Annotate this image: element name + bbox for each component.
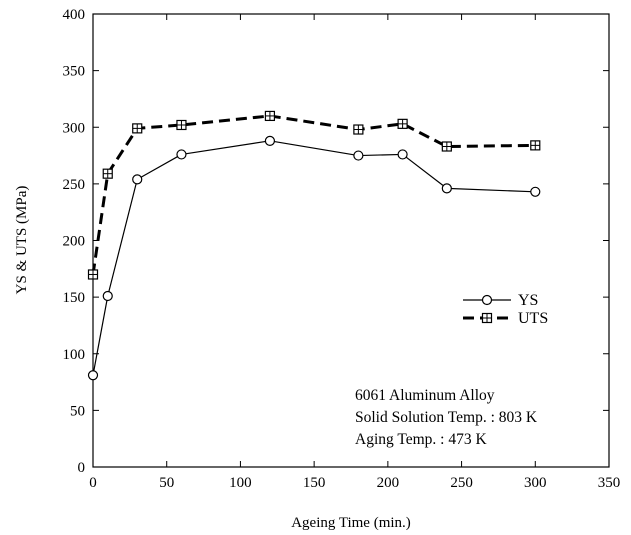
data-point-uts	[353, 124, 364, 135]
data-point-ys	[441, 183, 452, 194]
x-tick-label: 300	[524, 475, 547, 491]
data-point-ys	[353, 150, 364, 161]
x-tick-label: 250	[450, 475, 473, 491]
y-tick-label: 50	[70, 403, 85, 419]
data-point-ys	[132, 174, 143, 185]
x-axis-title: Ageing Time (min.)	[291, 515, 411, 531]
legend-marker-uts	[481, 312, 493, 324]
y-tick-label: 200	[63, 234, 86, 250]
annotation-line-3: Aging Temp. : 473 K	[355, 431, 487, 448]
y-tick-label: 350	[63, 64, 86, 80]
y-tick-label: 300	[63, 120, 86, 136]
y-tick-label: 0	[78, 460, 86, 476]
data-point-ys	[102, 290, 113, 302]
annotation-box: 6061 Aluminum Alloy Solid Solution Temp.…	[355, 387, 538, 448]
y-tick-label: 250	[63, 177, 86, 193]
data-point-uts	[441, 141, 452, 152]
data-point-ys	[264, 135, 276, 146]
data-point-ys	[397, 149, 408, 160]
axis-ticks: 0 50 100 150 200 250 300 350 0 50 100 150 200 250 300 3…	[63, 7, 621, 491]
data-point-uts	[102, 168, 113, 179]
data-point-ys	[530, 186, 541, 197]
x-tick-label: 0	[89, 475, 97, 491]
x-tick-label: 200	[377, 475, 400, 491]
y-axis-title: YS & UTS (MPa)	[14, 186, 30, 295]
legend-label-ys: YS	[518, 292, 538, 309]
data-point-uts	[264, 110, 276, 122]
data-point-ys	[176, 149, 187, 160]
series-line-uts	[91, 114, 536, 275]
x-tick-label: 350	[598, 475, 621, 491]
data-point-uts	[87, 269, 99, 280]
series-uts	[87, 110, 541, 280]
series-line-ys	[92, 140, 536, 376]
annotation-line-1: 6061 Aluminum Alloy	[355, 387, 495, 404]
data-point-uts	[530, 140, 541, 151]
data-point-uts	[176, 119, 187, 131]
x-tick-label: 50	[159, 475, 174, 491]
x-tick-label: 150	[303, 475, 326, 491]
data-point-uts	[132, 123, 143, 134]
data-point-uts	[397, 118, 408, 129]
legend-label-uts: UTS	[518, 310, 548, 327]
legend-marker-ys	[481, 294, 493, 306]
y-tick-label: 100	[63, 347, 86, 363]
y-tick-label: 400	[63, 7, 86, 23]
plot-frame	[92, 13, 610, 468]
legend: YS UTS	[463, 292, 548, 327]
series-layer	[87, 110, 541, 381]
y-tick-label: 150	[63, 290, 86, 306]
annotation-line-2: Solid Solution Temp. : 803 K	[355, 409, 538, 426]
data-point-ys	[87, 370, 99, 381]
x-tick-label: 100	[229, 475, 252, 491]
series-ys	[87, 135, 541, 381]
